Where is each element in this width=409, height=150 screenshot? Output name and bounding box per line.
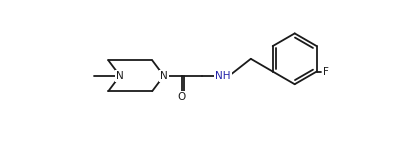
Text: O: O: [178, 92, 186, 102]
Text: NH: NH: [215, 71, 231, 81]
Text: F: F: [323, 66, 329, 76]
Text: N: N: [116, 71, 124, 81]
Text: N: N: [160, 71, 168, 81]
